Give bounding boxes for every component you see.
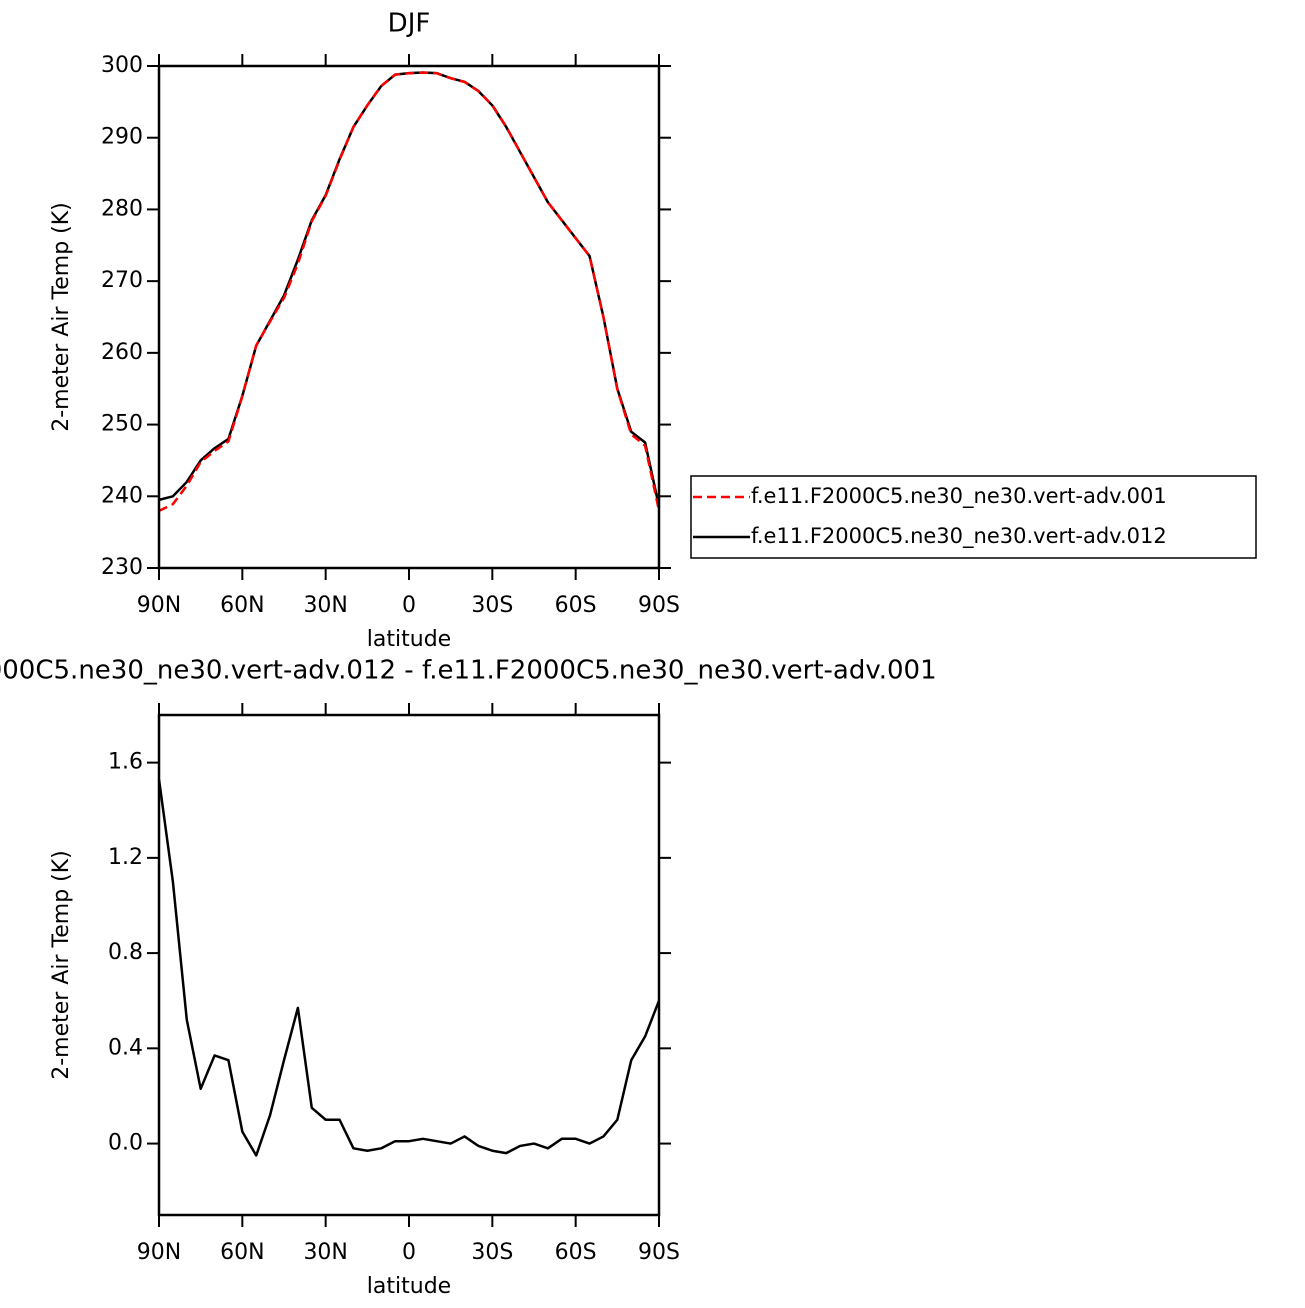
data-line — [157, 779, 661, 1157]
legend-label: f.e11.F2000C5.ne30_ne30.vert-adv.001 — [751, 484, 1167, 509]
x-tick-label: 90S — [638, 1240, 680, 1265]
x-tick-label: 90N — [137, 593, 181, 618]
y-tick-label: 0.8 — [108, 940, 143, 965]
x-tick-label: 0 — [402, 593, 416, 618]
y-tick-label: 290 — [101, 125, 143, 150]
x-tick-label: 60S — [555, 593, 597, 618]
x-axis-label: latitude — [367, 627, 451, 652]
y-tick-label: 1.2 — [108, 845, 143, 870]
y-tick-label: 0.4 — [108, 1035, 143, 1060]
x-tick-label: 60S — [555, 1240, 597, 1265]
legend-label: f.e11.F2000C5.ne30_ne30.vert-adv.012 — [751, 524, 1167, 549]
x-tick-label: 0 — [402, 1240, 416, 1265]
plot-frame — [157, 64, 661, 570]
data-line — [158, 71, 661, 507]
x-tick-label: 30N — [303, 593, 347, 618]
chart-title: f.e11.F2000C5.ne30_ne30.vert-adv.012 - f… — [0, 656, 937, 686]
x-tick-label: 90N — [137, 1240, 181, 1265]
chart-title: DJF — [388, 9, 431, 39]
legend-box — [690, 475, 1257, 559]
y-axis-label: 2-meter Air Temp (K) — [49, 850, 74, 1080]
y-axis-label: 2-meter Air Temp (K) — [49, 202, 74, 432]
y-tick-label: 300 — [101, 53, 143, 78]
x-tick-label: 60N — [220, 1240, 264, 1265]
y-tick-label: 1.6 — [108, 750, 143, 775]
y-tick-label: 250 — [101, 412, 143, 437]
plot-frame — [157, 713, 661, 1217]
y-tick-label: 230 — [101, 555, 143, 580]
y-tick-label: 240 — [101, 483, 143, 508]
x-tick-label: 30S — [471, 593, 513, 618]
y-tick-label: 280 — [101, 196, 143, 221]
y-tick-label: 270 — [101, 268, 143, 293]
y-tick-label: 0.0 — [108, 1131, 143, 1156]
x-axis-label: latitude — [367, 1274, 451, 1299]
x-tick-label: 30N — [303, 1240, 347, 1265]
x-tick-label: 90S — [638, 593, 680, 618]
data-line — [158, 71, 661, 512]
y-tick-label: 260 — [101, 340, 143, 365]
x-tick-label: 30S — [471, 1240, 513, 1265]
x-tick-label: 60N — [220, 593, 264, 618]
